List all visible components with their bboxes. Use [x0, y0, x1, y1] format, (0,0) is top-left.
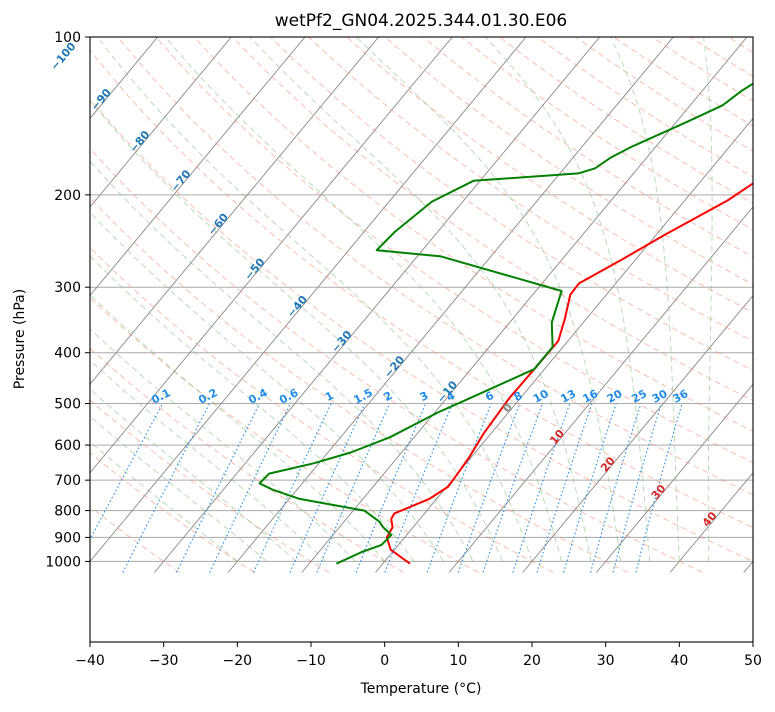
y-axis-label: Pressure (hPa)	[12, 289, 28, 389]
chart-title: wetPf2_GN04.2025.344.01.30.E06	[275, 11, 567, 31]
x-tick-label: 50	[744, 653, 762, 669]
y-tick-label: 800	[54, 504, 81, 520]
x-tick-label: 0	[380, 653, 389, 669]
x-tick-label: −40	[75, 653, 105, 669]
y-tick-label: 700	[54, 473, 81, 489]
y-tick-label: 1000	[45, 554, 81, 570]
x-tick-label: −10	[296, 653, 326, 669]
x-tick-label: −20	[223, 653, 253, 669]
x-axis-label: Temperature (°C)	[360, 681, 482, 697]
y-tick-label: 500	[54, 397, 81, 413]
x-tick-label: 40	[670, 653, 688, 669]
y-tick-label: 400	[54, 346, 81, 362]
y-tick-label: 100	[54, 30, 81, 46]
y-tick-label: 300	[54, 280, 81, 296]
x-tick-label: 10	[449, 653, 467, 669]
y-tick-label: 600	[54, 438, 81, 454]
x-tick-label: −30	[149, 653, 179, 669]
x-tick-label: 30	[597, 653, 615, 669]
y-tick-label: 900	[54, 530, 81, 546]
y-tick-label: 200	[54, 188, 81, 204]
x-tick-label: 20	[523, 653, 541, 669]
